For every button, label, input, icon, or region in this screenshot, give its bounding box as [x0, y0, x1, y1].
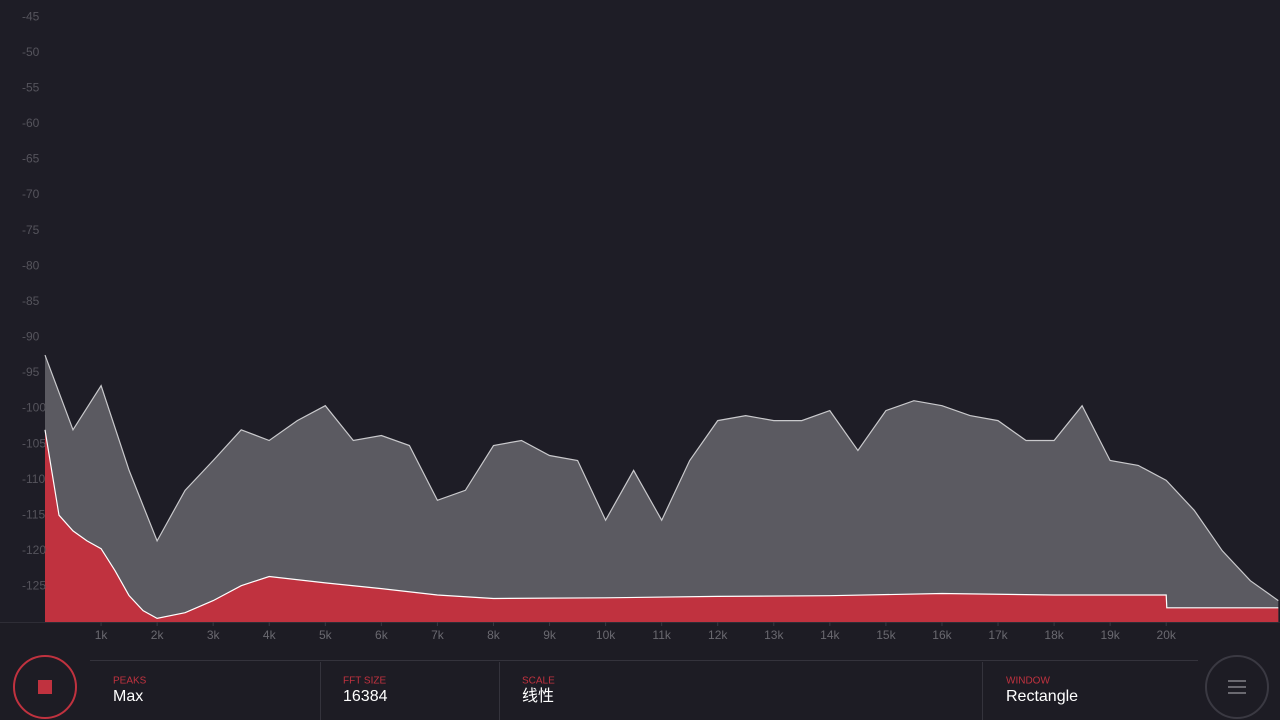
spectrum-line — [44, 354, 1279, 602]
x-tick-label: 3k — [207, 628, 221, 642]
y-tick-label: -120 — [22, 543, 46, 557]
x-tick-label: 15k — [876, 628, 896, 642]
x-tick-label: 5k — [319, 628, 333, 642]
peaks-control[interactable]: PEAKS Max — [113, 676, 147, 706]
x-tick-label: 13k — [764, 628, 784, 642]
y-tick-label: -60 — [22, 116, 40, 130]
spectrum — [44, 354, 1279, 622]
y-tick-label: -70 — [22, 187, 40, 201]
stop-ring[interactable] — [13, 655, 77, 719]
control-label[interactable]: FFT SIZE — [343, 676, 386, 687]
x-tick-label: 7k — [431, 628, 445, 642]
spectrum-line — [44, 429, 1279, 620]
x-tick-label: 19k — [1100, 628, 1120, 642]
x-tick-label: 16k — [932, 628, 952, 642]
scale-control[interactable]: SCALE 线性 — [522, 676, 555, 706]
control-label[interactable]: WINDOW — [1006, 676, 1050, 687]
y-tick-label: -90 — [22, 330, 40, 344]
x-tick-label: 4k — [263, 628, 277, 642]
x-tick-label: 1k — [95, 628, 109, 642]
x-tick-label: 17k — [988, 628, 1008, 642]
y-tick-label: -115 — [22, 507, 45, 521]
control-bar — [0, 622, 1280, 720]
y-tick-label: -95 — [22, 365, 40, 379]
y-tick-label: -75 — [22, 223, 40, 237]
y-tick-label: -45 — [22, 9, 40, 23]
window-control[interactable]: WINDOW Rectangle — [1006, 676, 1078, 706]
menu-ring[interactable] — [1205, 655, 1269, 719]
y-tick-label: -65 — [22, 152, 40, 166]
menu-icon[interactable] — [1228, 680, 1246, 694]
y-tick-label: -110 — [22, 472, 45, 486]
control-label[interactable]: SCALE — [522, 676, 555, 687]
x-tick-label: 20k — [1157, 628, 1177, 642]
x-tick-label: 6k — [375, 628, 389, 642]
x-tick-label: 18k — [1044, 628, 1064, 642]
stop-button[interactable] — [13, 655, 77, 719]
spectrum-area — [45, 355, 1279, 622]
menu-button[interactable] — [1205, 655, 1269, 719]
spectrum-area — [45, 429, 1279, 622]
control-value[interactable]: Rectangle — [1006, 688, 1078, 705]
x-tick-label: 12k — [708, 628, 728, 642]
control-label[interactable]: PEAKS — [113, 676, 147, 687]
y-tick-label: -80 — [22, 258, 40, 272]
control-value[interactable]: 16384 — [343, 688, 388, 705]
x-tick-label: 11k — [652, 628, 671, 642]
control-value[interactable]: 线性 — [522, 687, 554, 705]
stop-icon[interactable] — [38, 680, 52, 694]
y-tick-label: -105 — [22, 436, 46, 450]
x-tick-label: 2k — [151, 628, 165, 642]
y-tick-label: -50 — [22, 45, 40, 59]
x-tick-label: 8k — [487, 628, 501, 642]
x-tick-label: 9k — [543, 628, 557, 642]
x-tick-label: 14k — [820, 628, 840, 642]
x-tick-label: 10k — [596, 628, 616, 642]
fft-size-control[interactable]: FFT SIZE 16384 — [343, 676, 388, 706]
y-tick-label: -125 — [22, 579, 46, 593]
y-tick-label: -55 — [22, 80, 40, 94]
control-value[interactable]: Max — [113, 688, 143, 705]
y-tick-label: -85 — [22, 294, 40, 308]
y-tick-label: -100 — [22, 401, 46, 415]
